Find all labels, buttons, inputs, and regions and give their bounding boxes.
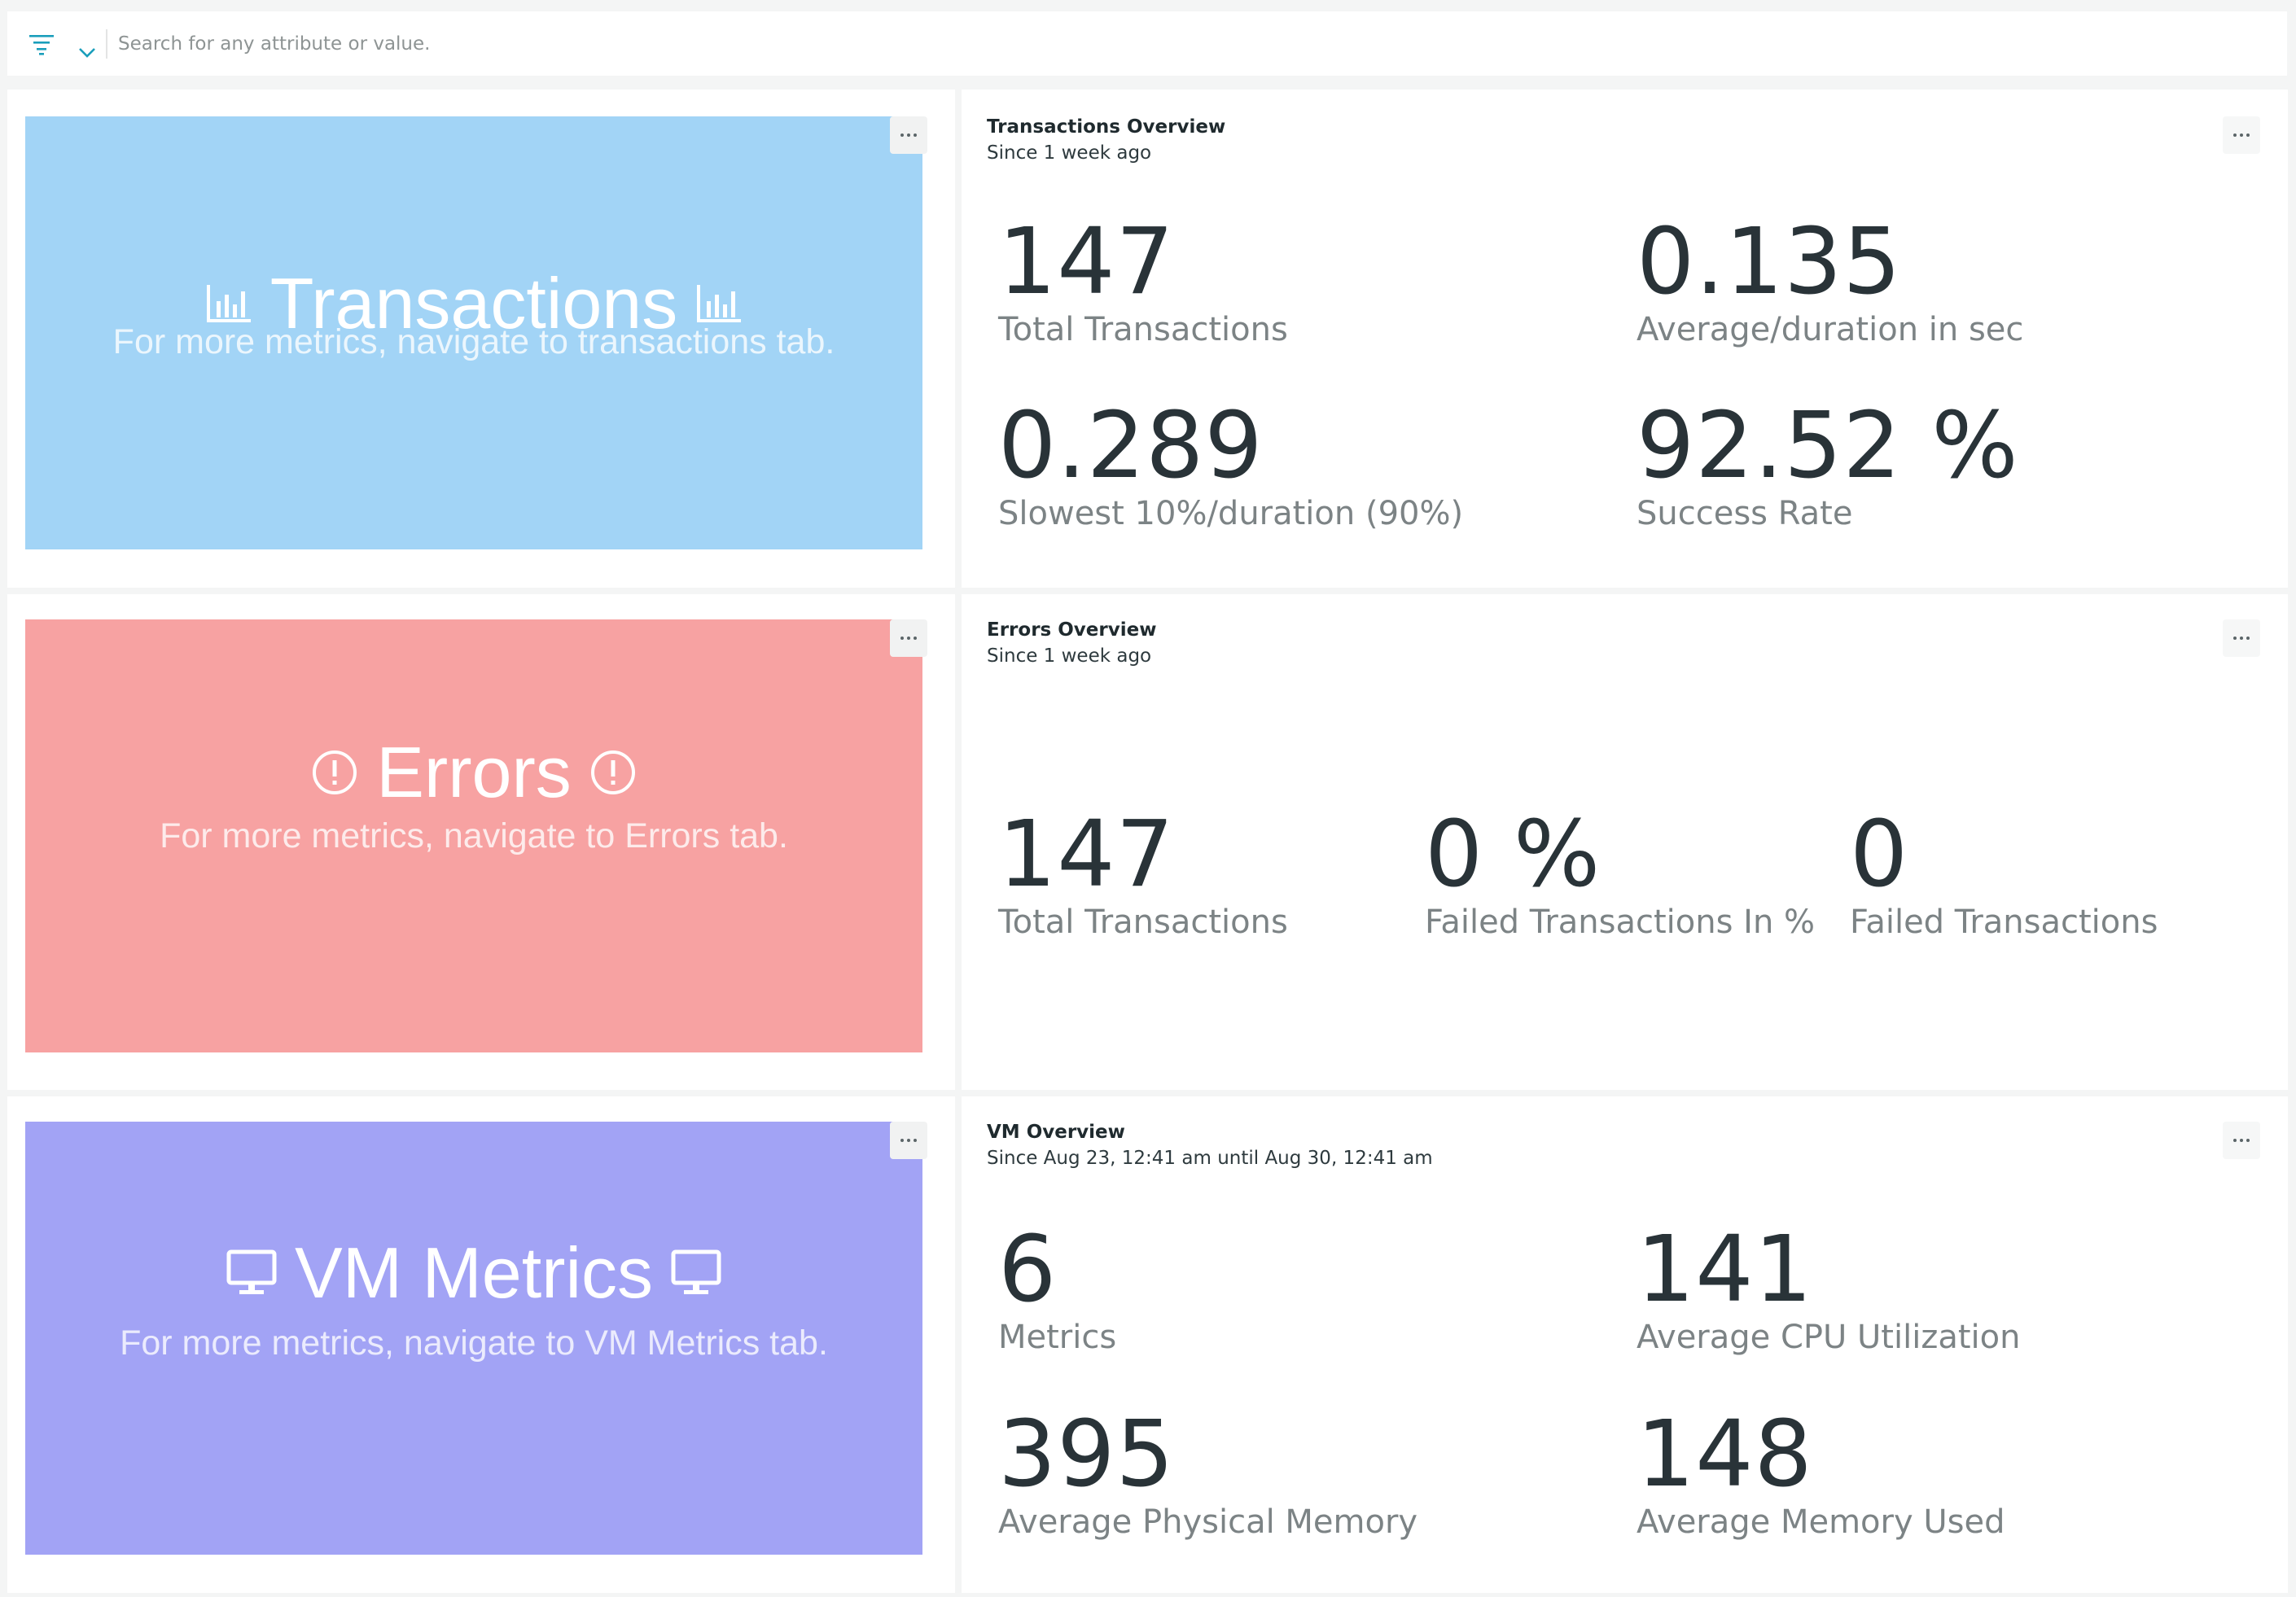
filter-bar — [7, 11, 2287, 76]
search-input[interactable] — [118, 28, 2235, 60]
errors-hero-menu-button[interactable] — [890, 619, 927, 657]
metric-value: 147 — [998, 802, 1175, 908]
metric-value: 147 — [998, 209, 1175, 315]
metric-value: 395 — [998, 1402, 1175, 1507]
errors-overview-subtitle: Since 1 week ago — [987, 645, 1152, 667]
transactions-overview-menu-button[interactable] — [2223, 116, 2260, 154]
metric-label: Metrics — [998, 1319, 1117, 1356]
vm-hero-subtitle: For more metrics, navigate to VM Metrics… — [120, 1324, 828, 1363]
metric-label: Failed Transactions In % — [1425, 904, 1816, 941]
metric-value: 141 — [1637, 1217, 1813, 1323]
vm-overview-subtitle: Since Aug 23, 12:41 am until Aug 30, 12:… — [987, 1148, 1433, 1169]
metric-label: Success Rate — [1637, 495, 1853, 532]
more-horizontal-icon — [900, 1139, 917, 1142]
metric-total-transactions: 147 Total Transactions — [998, 806, 1288, 941]
transactions-overview-title: Transactions Overview — [987, 116, 1226, 138]
errors-hero-subtitle: For more metrics, navigate to Errors tab… — [160, 816, 788, 855]
metric-label: Slowest 10%/duration (90%) — [998, 495, 1464, 532]
metric-vm-metrics-count: 6 Metrics — [998, 1221, 1116, 1356]
metric-slowest-duration: 0.289 Slowest 10%/duration (90%) — [998, 397, 1463, 532]
metric-label: Total Transactions — [998, 311, 1288, 348]
metric-value: 92.52 % — [1637, 393, 2019, 499]
more-horizontal-icon — [900, 637, 917, 640]
transactions-overview-subtitle: Since 1 week ago — [987, 142, 1152, 164]
metric-value: 0 % — [1425, 802, 1602, 908]
monitor-icon — [671, 1249, 721, 1294]
errors-overview-title: Errors Overview — [987, 619, 1157, 641]
metric-label: Failed Transactions — [1850, 904, 2158, 941]
transactions-hero-subtitle: For more metrics, navigate to transactio… — [112, 322, 835, 361]
metric-label: Average Physical Memory — [998, 1503, 1418, 1541]
more-horizontal-icon — [2233, 1139, 2250, 1142]
metric-value: 0 — [1850, 802, 1909, 908]
chevron-down-icon[interactable] — [77, 46, 98, 62]
filter-icon[interactable] — [28, 32, 60, 56]
transactions-hero-menu-button[interactable] — [890, 116, 927, 154]
metric-average-cpu-utilization: 141 Average CPU Utilization — [1637, 1221, 2020, 1356]
errors-overview-panel — [962, 594, 2288, 1090]
errors-hero: Errors For more metrics, navigate to Err… — [25, 619, 922, 1052]
errors-overview-menu-button[interactable] — [2223, 619, 2260, 657]
metric-label: Average Memory Used — [1637, 1503, 2005, 1541]
more-horizontal-icon — [900, 133, 917, 137]
metric-average-physical-memory: 395 Average Physical Memory — [998, 1406, 1417, 1541]
more-horizontal-icon — [2233, 637, 2250, 640]
metric-value: 0.289 — [998, 393, 1264, 499]
metric-label: Average CPU Utilization — [1637, 1319, 2021, 1356]
bar-chart-icon — [697, 285, 742, 322]
transactions-overview-panel — [962, 90, 2288, 588]
vm-hero-title: VM Metrics — [295, 1232, 653, 1313]
vm-overview-panel — [962, 1096, 2288, 1593]
metric-value: 148 — [1637, 1402, 1813, 1507]
vm-overview-menu-button[interactable] — [2223, 1122, 2260, 1159]
metric-value: 6 — [998, 1217, 1058, 1323]
metric-failed-transactions: 0 Failed Transactions — [1850, 806, 2158, 941]
metric-average-duration: 0.135 Average/duration in sec — [1637, 213, 2023, 348]
alert-circle-icon — [313, 750, 357, 794]
metric-label: Total Transactions — [998, 904, 1288, 941]
transactions-hero-title: Transactions — [269, 263, 678, 343]
metric-failed-transactions-percent: 0 % Failed Transactions In % — [1425, 806, 1815, 941]
metric-value: 0.135 — [1637, 209, 1902, 315]
bar-chart-icon — [206, 285, 251, 322]
more-horizontal-icon — [2233, 133, 2250, 137]
metric-total-transactions: 147 Total Transactions — [998, 213, 1288, 348]
vm-hero-menu-button[interactable] — [890, 1122, 927, 1159]
alert-circle-icon — [590, 750, 635, 794]
vm-overview-title: VM Overview — [987, 1122, 1125, 1143]
monitor-icon — [226, 1249, 277, 1294]
vm-hero: VM Metrics For more metrics, navigate to… — [25, 1122, 922, 1555]
metric-label: Average/duration in sec — [1637, 311, 2024, 348]
errors-hero-title: Errors — [376, 732, 572, 812]
metric-average-memory-used: 148 Average Memory Used — [1637, 1406, 2005, 1541]
transactions-hero: Transactions For more metrics, navigate … — [25, 116, 922, 549]
filter-divider — [106, 29, 107, 59]
metric-success-rate: 92.52 % Success Rate — [1637, 397, 2019, 532]
